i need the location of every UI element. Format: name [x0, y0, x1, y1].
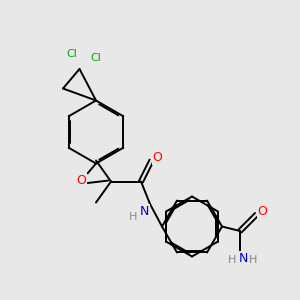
Text: N: N [238, 252, 248, 265]
Text: Cl: Cl [91, 52, 101, 63]
Text: H: H [129, 212, 138, 222]
Text: H: H [249, 255, 258, 265]
Text: H: H [228, 255, 237, 265]
Text: Cl: Cl [67, 49, 77, 59]
Text: N: N [139, 205, 149, 218]
Text: O: O [76, 173, 86, 187]
Text: O: O [153, 151, 162, 164]
Text: O: O [258, 205, 267, 218]
